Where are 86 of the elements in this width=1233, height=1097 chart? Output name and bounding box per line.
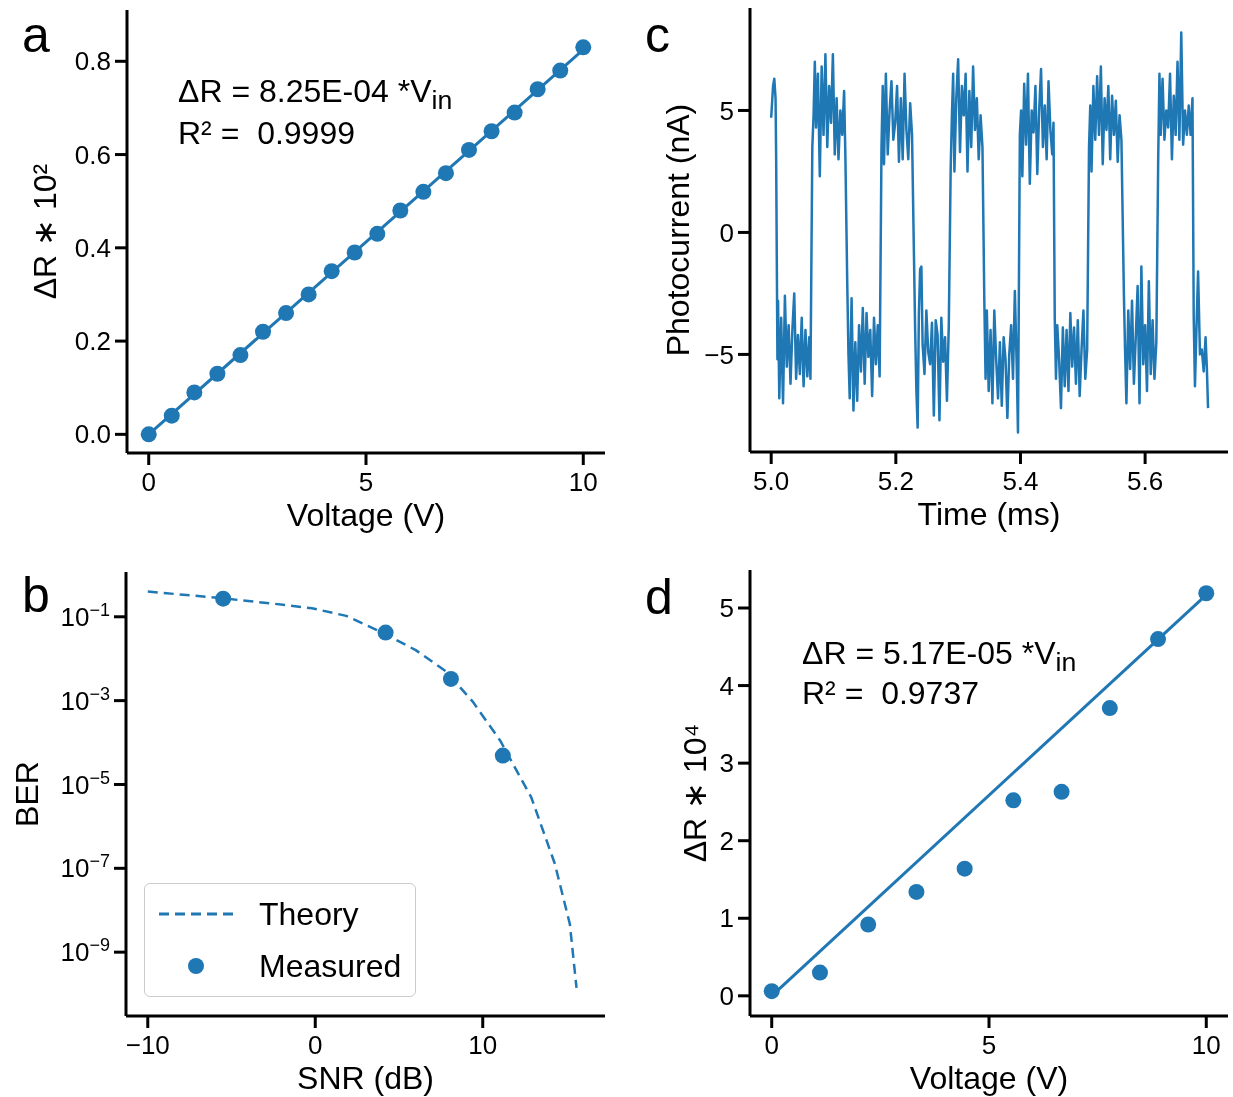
point: [811, 964, 828, 981]
annotation: ΔR = 8.25E-04 *V$_{in}$: [178, 73, 453, 116]
y-tick-label: 4: [719, 670, 734, 701]
y-tick-label: 5: [719, 95, 734, 126]
x-tick-label: 10: [1191, 1030, 1221, 1061]
point: [1053, 783, 1070, 800]
x-tick-label: 0: [764, 1030, 779, 1061]
point: [1101, 700, 1118, 717]
point: [278, 305, 295, 322]
text: d: [645, 569, 673, 625]
x-axis-title: Time (ms): [917, 495, 1061, 532]
x-axis-title: Voltage (V): [286, 496, 446, 533]
y-tick-label: 0.0: [74, 419, 111, 450]
point: [494, 747, 511, 764]
y-axis-title: Photocurrent (nA): [660, 103, 697, 357]
y-tick-label: 10$^{−1}$: [60, 599, 110, 632]
point: [232, 347, 249, 364]
point: [460, 141, 477, 158]
y-tick-label: 10$^{−5}$: [60, 767, 110, 800]
annotation: R² = 0.9737: [802, 675, 979, 712]
point: [552, 62, 569, 79]
text: c: [645, 7, 670, 63]
text: b: [22, 567, 50, 623]
line-series: [146, 590, 578, 990]
point: [763, 983, 780, 1000]
x-tick-label: 5.4: [1002, 466, 1039, 497]
legend-label: Theory: [259, 895, 359, 933]
x-tick-label: 10: [568, 467, 598, 498]
point: [140, 426, 157, 443]
x-tick-label: 5: [358, 467, 374, 498]
y-axis-title: ΔR ∗ 10²: [27, 163, 64, 300]
x-tick-label: 5.2: [877, 466, 914, 497]
x-tick-label: −10: [125, 1030, 170, 1061]
x-tick-label: 10: [468, 1030, 498, 1061]
y-tick-label: 0: [719, 980, 734, 1011]
point: [369, 225, 386, 242]
point: [442, 670, 459, 687]
point: [860, 916, 877, 933]
annotation: R² = 0.9999: [178, 115, 355, 152]
y-tick-label: 10$^{−9}$: [60, 935, 110, 968]
y-tick-label: 10$^{−3}$: [60, 683, 110, 716]
y-tick-label: 0.8: [74, 46, 111, 77]
x-axis-title: SNR (dB): [297, 1059, 434, 1096]
x-tick-label: 0: [141, 467, 156, 498]
y-tick-label: 0.4: [74, 232, 111, 263]
x-axis-title: Voltage (V): [909, 1059, 1069, 1096]
point: [437, 165, 454, 182]
annotation: ΔR = 5.17E-05 *V$_{in}$: [802, 635, 1077, 678]
point: [956, 860, 973, 877]
point: [506, 104, 523, 121]
y-tick-label: 5: [719, 593, 734, 624]
x-tick-label: 5.0: [753, 466, 790, 497]
line-series: [769, 31, 1210, 434]
point: [163, 407, 180, 424]
point: [186, 384, 203, 401]
point: [1150, 631, 1167, 648]
point: [415, 183, 432, 200]
x-tick-label: 5: [981, 1030, 997, 1061]
point: [908, 883, 925, 900]
point: [215, 590, 232, 607]
x-tick-label: 0: [308, 1030, 323, 1061]
point: [575, 39, 592, 56]
legend-label: Measured: [259, 947, 402, 985]
point: [300, 286, 317, 303]
point: [1005, 792, 1022, 809]
y-tick-label: 1: [719, 903, 734, 934]
text: a: [22, 7, 50, 63]
y-tick-label: 0: [719, 217, 734, 248]
point: [392, 202, 409, 219]
point: [483, 123, 500, 140]
point: [529, 81, 546, 98]
y-tick-label: 10$^{−7}$: [60, 851, 110, 884]
y-tick-label: 3: [719, 748, 734, 779]
y-axis-title: ΔR ∗ 10⁴: [677, 723, 714, 863]
x-tick-label: 5.6: [1127, 466, 1164, 497]
point: [209, 365, 226, 382]
y-axis-title: BER: [9, 761, 46, 827]
point: [1198, 585, 1215, 602]
point: [377, 624, 394, 641]
point: [255, 323, 272, 340]
y-tick-label: 0.2: [74, 326, 111, 357]
y-tick-label: −5: [704, 339, 734, 370]
point: [346, 244, 363, 261]
y-tick-label: 0.6: [74, 139, 111, 170]
point: [323, 263, 340, 280]
y-tick-label: 2: [719, 825, 734, 856]
